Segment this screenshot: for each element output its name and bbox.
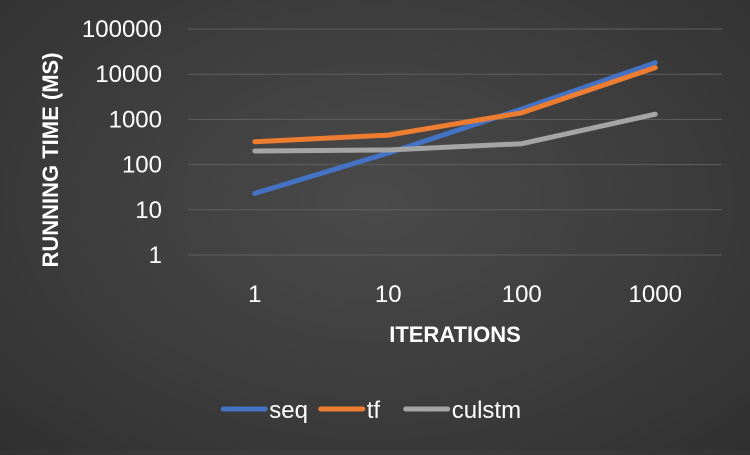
y-tick-label: 10 bbox=[135, 197, 162, 224]
y-axis-ticks: 1 10 100 1000 10000 100000 bbox=[82, 16, 162, 269]
y-tick-label: 1000 bbox=[109, 106, 162, 133]
legend-label-tf: tf bbox=[367, 397, 381, 424]
series-lines bbox=[252, 60, 658, 196]
x-axis-ticks: 1 10 100 1000 bbox=[248, 281, 682, 308]
y-tick-label: 10000 bbox=[95, 61, 162, 88]
x-tick-label: 1 bbox=[248, 281, 261, 308]
y-axis-title: RUNNING TIME (MS) bbox=[38, 52, 63, 267]
legend-label-seq: seq bbox=[269, 397, 308, 424]
legend: seq tf culstm bbox=[220, 397, 521, 424]
x-axis-title: ITERATIONS bbox=[389, 322, 521, 347]
y-tick-label: 100000 bbox=[82, 16, 162, 43]
series-line-tf bbox=[252, 65, 658, 145]
series-line-seq bbox=[252, 60, 658, 196]
gridlines bbox=[188, 28, 722, 256]
series-line-culstm bbox=[252, 111, 658, 154]
y-tick-label: 1 bbox=[149, 242, 162, 269]
x-tick-label: 1000 bbox=[629, 281, 682, 308]
legend-label-culstm: culstm bbox=[452, 397, 521, 424]
x-tick-label: 10 bbox=[375, 281, 402, 308]
y-tick-label: 100 bbox=[122, 152, 162, 179]
x-tick-label: 100 bbox=[502, 281, 542, 308]
